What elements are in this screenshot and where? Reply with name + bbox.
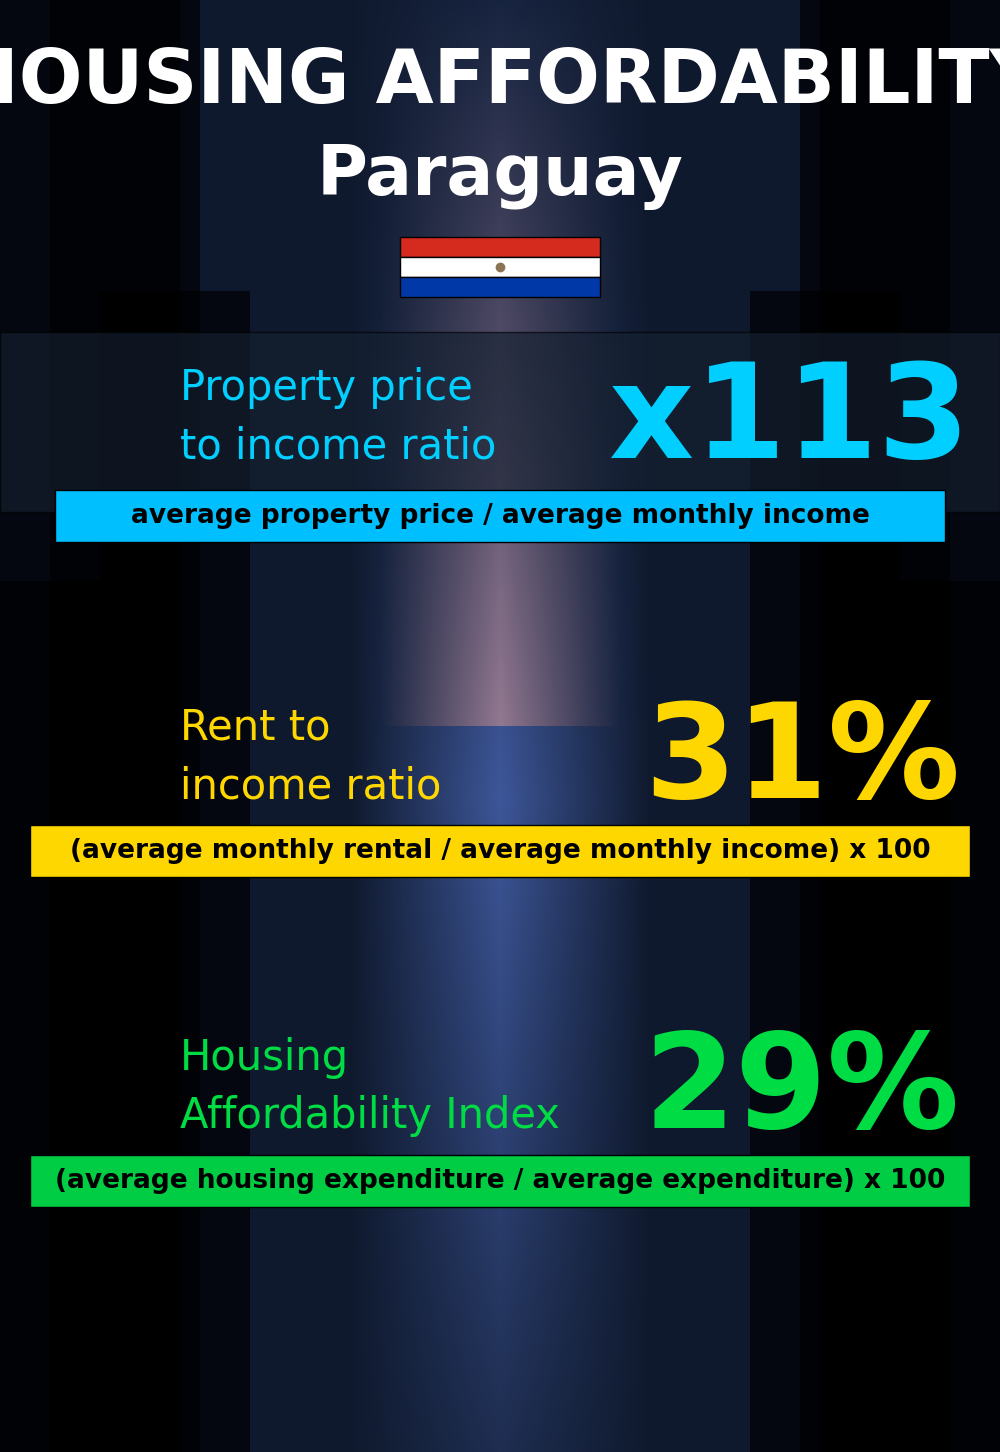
Text: (average monthly rental / average monthly income) x 100: (average monthly rental / average monthl…: [70, 838, 930, 864]
Text: Property price
to income ratio: Property price to income ratio: [180, 367, 496, 468]
Text: 29%: 29%: [644, 1028, 960, 1156]
FancyBboxPatch shape: [30, 1154, 970, 1207]
FancyBboxPatch shape: [400, 277, 600, 298]
Text: (average housing expenditure / average expenditure) x 100: (average housing expenditure / average e…: [55, 1167, 945, 1194]
FancyBboxPatch shape: [55, 489, 945, 542]
Text: x113: x113: [609, 359, 970, 485]
Text: HOUSING AFFORDABILITY: HOUSING AFFORDABILITY: [0, 45, 1000, 119]
FancyBboxPatch shape: [400, 237, 600, 257]
Text: Paraguay: Paraguay: [317, 144, 683, 211]
Text: 31%: 31%: [644, 698, 960, 826]
Text: Rent to
income ratio: Rent to income ratio: [180, 707, 441, 807]
FancyBboxPatch shape: [0, 333, 1000, 513]
FancyBboxPatch shape: [30, 825, 970, 877]
FancyBboxPatch shape: [400, 257, 600, 277]
Text: average property price / average monthly income: average property price / average monthly…: [131, 502, 869, 529]
Text: Housing
Affordability Index: Housing Affordability Index: [180, 1037, 560, 1137]
